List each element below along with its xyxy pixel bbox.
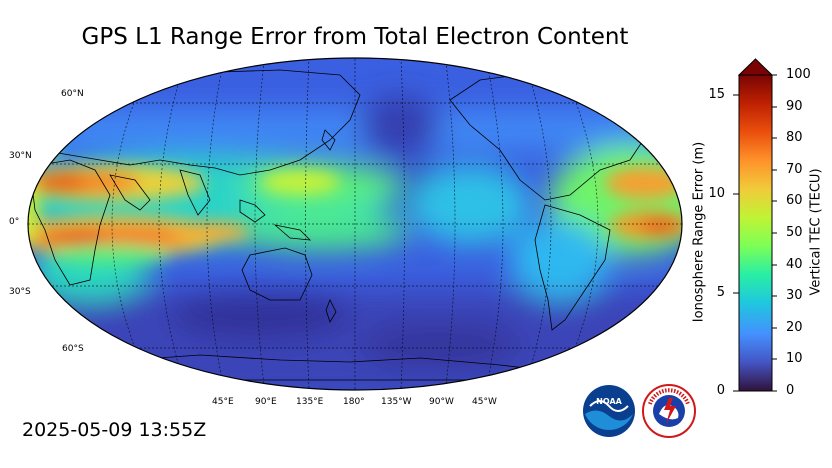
colorbar-right-tick: 30 [786, 288, 803, 303]
timestamp: 2025-05-09 13:55Z [22, 419, 207, 441]
lat-label-60s: 60°S [62, 344, 84, 354]
lon-label-135w: 135°W [381, 397, 412, 407]
colorbar-right-tick: 90 [786, 99, 803, 114]
colorbar-extend-arrow [737, 58, 774, 76]
colorbar-left-label: Ionosphere Range Error (m) [691, 141, 707, 323]
colorbar-right-tick: 60 [786, 193, 803, 208]
lat-label-30n: 30°N [9, 151, 32, 161]
chart-title: GPS L1 Range Error from Total Electron C… [81, 24, 629, 50]
colorbar-left-tick: 10 [708, 186, 725, 201]
colorbar-right-tick: 10 [786, 351, 803, 366]
colorbar-right-tick: 100 [786, 67, 811, 82]
colorbar-left-tick: 15 [708, 87, 725, 102]
noaa-logo-text: NOAA [596, 397, 622, 406]
graticule [28, 58, 682, 390]
globe-outline [27, 57, 683, 391]
lon-label-135e: 135°E [296, 397, 324, 407]
colorbar-right-tick: 80 [786, 130, 803, 145]
colorbar-right-tick: 50 [786, 225, 803, 240]
colorbar-ticks [733, 74, 777, 392]
lat-label-30s: 30°S [9, 287, 31, 297]
colorbar-right-tick: 20 [786, 320, 803, 335]
colorbar-right-tick: 40 [786, 257, 803, 272]
colorbar-right-tick: 0 [786, 383, 795, 398]
colorbar-left-tick: 0 [716, 383, 725, 398]
colorbar-right-tick: 70 [786, 162, 803, 177]
nws-logo [642, 384, 696, 438]
colorbar-right-label: Vertical TEC (TECU) [808, 168, 824, 296]
lat-label-60n: 60°N [61, 89, 84, 99]
noaa-logo: NOAA [583, 385, 635, 437]
colorbar-gradient [738, 74, 773, 392]
lon-label-90w: 90°W [429, 397, 454, 407]
lon-label-180: 180° [343, 397, 365, 407]
colorbar-left-tick: 5 [716, 285, 725, 300]
lon-label-90e: 90°E [255, 397, 277, 407]
lat-label-0: 0° [9, 217, 20, 227]
lon-label-45e: 45°E [212, 397, 234, 407]
lon-label-45w: 45°W [472, 397, 497, 407]
